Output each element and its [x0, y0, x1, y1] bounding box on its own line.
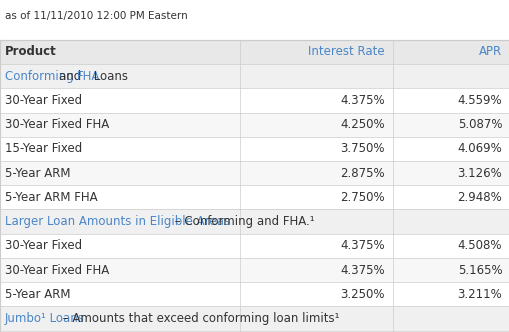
Text: 2.875%: 2.875% — [340, 167, 384, 180]
Bar — [0, 113, 509, 137]
Text: Loans: Loans — [90, 70, 128, 83]
Text: 3.750%: 3.750% — [340, 142, 384, 155]
Text: 30-Year Fixed: 30-Year Fixed — [5, 94, 82, 107]
Text: as of 11/11/2010 12:00 PM Eastern: as of 11/11/2010 12:00 PM Eastern — [5, 11, 187, 21]
Text: – Conforming and FHA.¹: – Conforming and FHA.¹ — [171, 215, 314, 228]
Bar — [0, 161, 509, 185]
Text: Product: Product — [5, 45, 56, 58]
Bar — [0, 331, 509, 332]
Text: 5.087%: 5.087% — [457, 118, 501, 131]
Bar — [0, 306, 509, 331]
Text: 4.375%: 4.375% — [340, 94, 384, 107]
Text: 5.165%: 5.165% — [457, 264, 501, 277]
Bar — [0, 137, 509, 161]
Bar — [0, 40, 509, 64]
Text: Jumbo¹ Loans: Jumbo¹ Loans — [5, 312, 85, 325]
Text: 3.126%: 3.126% — [457, 167, 501, 180]
Text: 3.250%: 3.250% — [340, 288, 384, 301]
Text: 4.375%: 4.375% — [340, 239, 384, 252]
Text: 4.559%: 4.559% — [457, 94, 501, 107]
Text: 4.069%: 4.069% — [457, 142, 501, 155]
Text: 5-Year ARM FHA: 5-Year ARM FHA — [5, 191, 98, 204]
Text: APR: APR — [478, 45, 501, 58]
Bar — [0, 209, 509, 234]
Text: 5-Year ARM: 5-Year ARM — [5, 167, 70, 180]
Text: Conforming ¹: Conforming ¹ — [5, 70, 82, 83]
Text: 2.948%: 2.948% — [457, 191, 501, 204]
Text: 15-Year Fixed: 15-Year Fixed — [5, 142, 82, 155]
Text: 4.250%: 4.250% — [340, 118, 384, 131]
Text: and: and — [59, 70, 85, 83]
Bar — [0, 282, 509, 306]
Bar — [0, 258, 509, 282]
Text: 30-Year Fixed FHA: 30-Year Fixed FHA — [5, 264, 109, 277]
Text: 3.211%: 3.211% — [457, 288, 501, 301]
Text: 5-Year ARM: 5-Year ARM — [5, 288, 70, 301]
Text: 4.375%: 4.375% — [340, 264, 384, 277]
Text: 30-Year Fixed FHA: 30-Year Fixed FHA — [5, 118, 109, 131]
Text: 2.750%: 2.750% — [340, 191, 384, 204]
Text: 4.508%: 4.508% — [457, 239, 501, 252]
Bar — [0, 64, 509, 88]
Text: 30-Year Fixed: 30-Year Fixed — [5, 239, 82, 252]
Bar — [0, 185, 509, 209]
Text: – Amounts that exceed conforming loan limits¹: – Amounts that exceed conforming loan li… — [59, 312, 339, 325]
Text: Larger Loan Amounts in Eligible Areas: Larger Loan Amounts in Eligible Areas — [5, 215, 230, 228]
Bar — [0, 234, 509, 258]
Text: FHA: FHA — [77, 70, 100, 83]
Text: Interest Rate: Interest Rate — [308, 45, 384, 58]
Bar — [0, 88, 509, 113]
